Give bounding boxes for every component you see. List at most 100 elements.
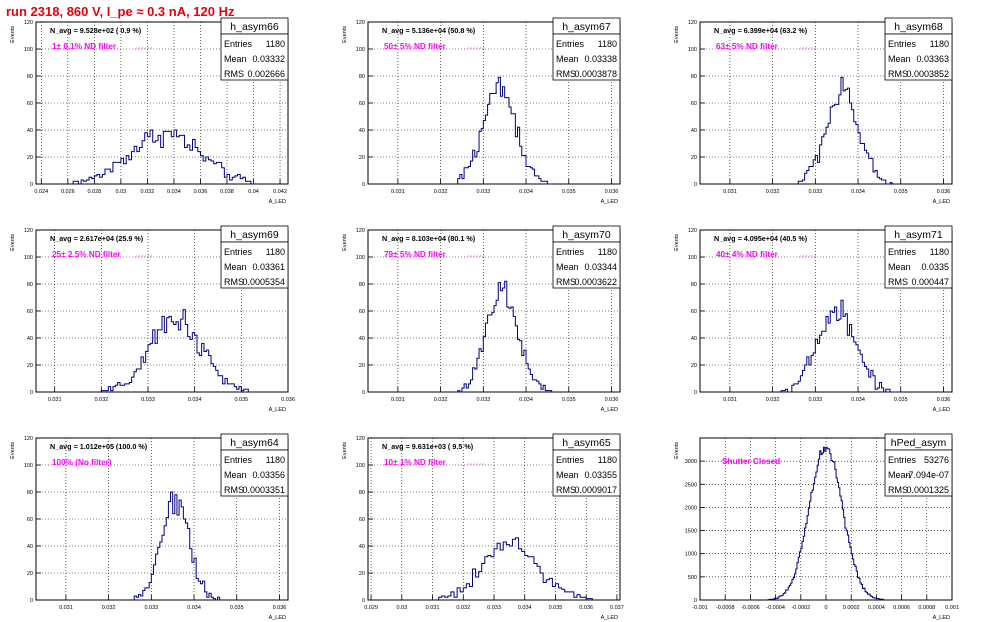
x-tick-label: 0.0004 [868,605,885,611]
y-axis-label: Events [10,442,16,459]
y-tick-label: 100 [356,255,365,261]
stats-label-rms: RMS [888,485,908,495]
x-axis-label: A_LED [269,199,286,205]
x-tick-label: 0.031 [391,397,405,403]
x-tick-label: 0.031 [48,397,62,403]
x-tick-label: 0 [824,605,827,611]
y-tick-label: 0 [362,390,365,396]
histogram-series [767,446,885,601]
y-tick-label: 60 [27,309,33,315]
x-tick-label: 0.038 [220,189,234,195]
x-tick-label: 0.032 [766,397,780,403]
x-tick-label: 0.036 [605,189,619,195]
stats-box [220,33,289,81]
x-tick-label: 0.028 [87,189,101,195]
y-tick-label: 40 [691,128,697,134]
n-avg-label: N_avg = 9.631e+03 ( 9.5 %) [382,442,474,451]
filter-annotation: 63± 5% ND filter [716,42,779,51]
y-axis-label: Events [10,234,16,251]
y-axis-label: Events [674,26,680,43]
x-tick-label: 0.034 [187,605,201,611]
x-tick-label: 0.032 [434,397,448,403]
x-tick-label: 0.042 [273,189,287,195]
y-tick-label: 120 [356,228,365,234]
y-tick-label: 120 [688,20,697,26]
stats-box [220,449,289,497]
stats-box [884,33,953,81]
filter-annotation: Shutter Closed [722,457,780,466]
y-tick-label: 100 [688,47,697,53]
x-tick-label: 0.029 [364,605,378,611]
stats-value-entries: 1180 [598,455,617,465]
stats-label-mean: Mean [224,470,247,480]
stats-box [884,241,953,289]
x-tick-label: 0.03 [116,189,127,195]
y-tick-label: 80 [359,282,365,288]
stats-value-entries: 1180 [598,39,617,49]
stats-value-mean: 0.03332 [252,54,285,64]
x-tick-label: 0.034 [851,397,865,403]
stats-value-rms: 0.0003852 [906,69,949,79]
stats-value-entries: 1180 [598,247,617,257]
histogram-title: h_asym69 [230,229,279,241]
histogram-pad-h_asym66: 0 20 40 60 80 100 120 0.024 0.026 0.028 0.03 0.032 0… [10,17,289,205]
stats-label-mean: Mean [224,262,247,272]
stats-box [552,449,621,497]
x-tick-label: 0.036 [194,189,208,195]
stats-label-rms: RMS [556,69,576,79]
x-axis-label: A_LED [601,407,618,413]
y-tick-label: 2500 [685,482,697,488]
stats-label-rms: RMS [224,277,244,287]
stats-label-mean: Mean [888,262,911,272]
stats-value-rms: 0.002666 [247,69,285,79]
filter-annotation: 25± 2.5% ND filter [52,250,121,259]
y-axis-label: Events [342,26,348,43]
y-axis-label: Events [342,234,348,251]
y-tick-label: 20 [27,571,33,577]
y-tick-label: 100 [688,255,697,261]
stats-label-rms: RMS [224,69,244,79]
stats-value-entries: 53276 [924,455,949,465]
x-tick-label: 0.031 [723,189,737,195]
stats-value-mean: 0.03338 [584,54,617,64]
histogram-pad-h_asym67: 0 20 40 60 80 100 120 0.031 0.032 0.033 0.034 0.035… [342,17,621,205]
stats-label-mean: Mean [556,262,579,272]
x-tick-label: 0.034 [851,189,865,195]
filter-annotation: 100% (No filter) [52,458,112,467]
stats-value-mean: 0.03356 [252,470,285,480]
filter-annotation: 50± 5% ND filter [384,42,447,51]
stats-value-entries: 1180 [930,247,949,257]
x-tick-label: 0.033 [808,397,822,403]
x-tick-label: 0.033 [476,189,490,195]
x-tick-label: 0.0006 [893,605,910,611]
x-tick-label: 0.033 [487,605,501,611]
y-tick-label: 80 [691,282,697,288]
x-tick-label: 0.037 [610,605,624,611]
x-tick-label: 0.033 [476,397,490,403]
stats-label-mean: Mean [224,54,247,64]
stats-label-mean: Mean [888,470,911,480]
x-tick-label: -0.0006 [741,605,760,611]
x-tick-label: 0.031 [723,397,737,403]
x-tick-label: 0.035 [234,397,248,403]
histogram-series [100,309,251,393]
stats-label-rms: RMS [224,485,244,495]
histogram-series [457,76,552,185]
histogram-title: h_asym67 [562,21,611,33]
stats-box [220,241,289,289]
histogram-title: h_asym65 [562,437,611,449]
x-tick-label: 0.036 [937,189,951,195]
y-tick-label: 2000 [685,505,697,511]
y-tick-label: 60 [691,309,697,315]
stats-value-rms: 0.0003351 [242,485,285,495]
stats-value-mean: 0.03361 [252,262,285,272]
x-tick-label: 0.032 [434,189,448,195]
y-tick-label: 100 [24,463,33,469]
x-tick-label: 0.033 [144,605,158,611]
stats-label-mean: Mean [888,54,911,64]
y-tick-label: 40 [359,336,365,342]
y-tick-label: 0 [30,598,33,604]
y-tick-label: 120 [356,436,365,442]
y-tick-label: 20 [359,155,365,161]
